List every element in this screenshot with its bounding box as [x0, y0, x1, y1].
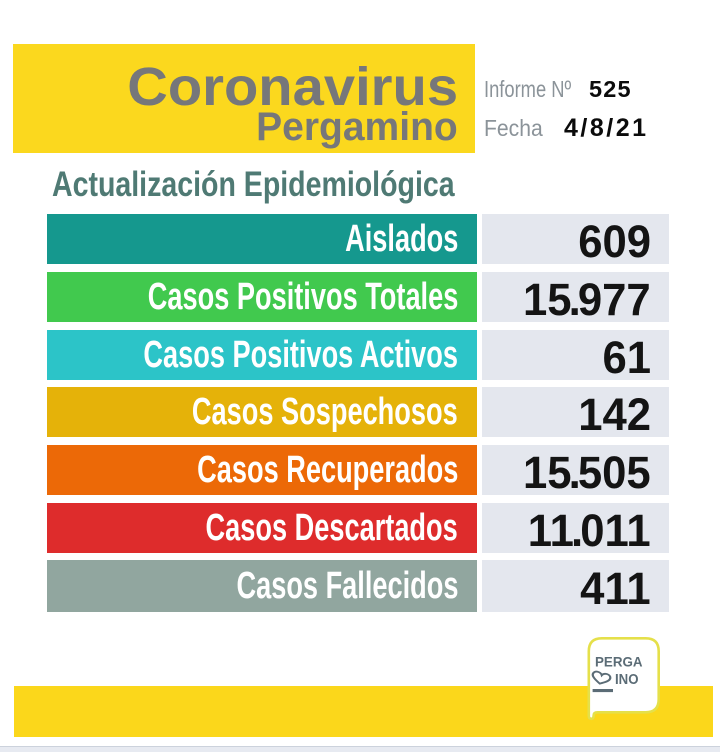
- svg-text:PERGA: PERGA: [595, 655, 643, 670]
- svg-text:INO: INO: [615, 672, 639, 688]
